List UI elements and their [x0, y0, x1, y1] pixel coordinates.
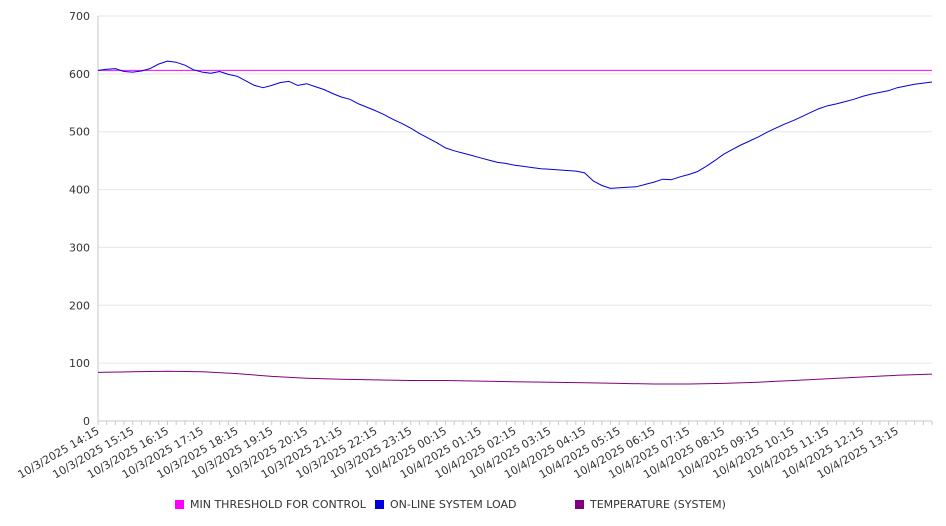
- grid-lines: [98, 15, 932, 364]
- series-line-temperature-system: [97, 370, 933, 385]
- legend-item-temperature[interactable]: TEMPERATURE (SYSTEM): [575, 498, 726, 511]
- y-tick-label-300: 300: [69, 241, 90, 254]
- legend-label-system-load: ON-LINE SYSTEM LOAD: [390, 498, 517, 511]
- legend: MIN THRESHOLD FOR CONTROL ON-LINE SYSTEM…: [0, 498, 946, 516]
- legend-swatch-temperature: [575, 500, 584, 509]
- legend-item-system-load[interactable]: ON-LINE SYSTEM LOAD: [375, 498, 516, 511]
- axes: [97, 16, 933, 425]
- legend-label-temperature: TEMPERATURE (SYSTEM): [590, 498, 726, 511]
- legend-label-threshold: MIN THRESHOLD FOR CONTROL: [190, 498, 366, 511]
- y-tick-label-700: 700: [69, 10, 90, 23]
- legend-swatch-threshold: [175, 500, 184, 509]
- y-tick-label-0: 0: [83, 415, 90, 428]
- legend-item-threshold[interactable]: MIN THRESHOLD FOR CONTROL: [175, 498, 366, 511]
- y-tick-label-500: 500: [69, 126, 90, 139]
- y-tick-label-600: 600: [69, 68, 90, 81]
- series-line-on-line-system-load: [97, 60, 933, 189]
- y-axis-ticks: 0 100 200 300 400 500 600 700: [69, 10, 90, 428]
- y-tick-label-200: 200: [69, 299, 90, 312]
- y-tick-label-100: 100: [69, 357, 90, 370]
- legend-swatch-system-load: [375, 500, 384, 509]
- series-lines: [97, 60, 933, 385]
- y-tick-label-400: 400: [69, 184, 90, 197]
